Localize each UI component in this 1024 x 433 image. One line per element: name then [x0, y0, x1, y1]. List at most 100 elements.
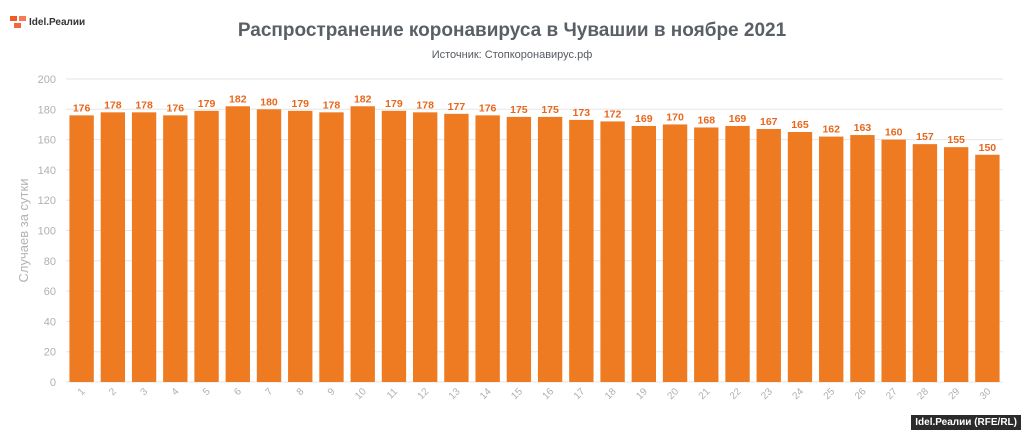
x-tick-label: 14 [478, 386, 494, 402]
bar [662, 124, 688, 382]
bar [225, 106, 250, 383]
data-label: 179 [385, 98, 403, 110]
bar [100, 112, 126, 382]
y-tick-label: 120 [38, 195, 56, 207]
data-label: 178 [416, 99, 434, 111]
bar [381, 110, 407, 382]
data-label: 178 [104, 99, 122, 111]
data-label: 175 [510, 104, 528, 116]
bar [506, 116, 532, 382]
data-label: 176 [73, 102, 91, 114]
bar [912, 144, 938, 382]
data-label: 178 [135, 99, 153, 111]
bar [475, 115, 500, 383]
data-label: 179 [198, 98, 216, 110]
logo-text: Idel.Реалии [29, 16, 86, 28]
data-label: 169 [729, 113, 747, 125]
x-tick-label: 12 [416, 386, 432, 402]
bar [819, 136, 844, 382]
data-label: 162 [822, 124, 840, 136]
x-tick-label: 23 [759, 386, 775, 402]
y-axis-label: Случаев за сутки [16, 179, 31, 283]
bar [413, 112, 438, 382]
x-tick-label: 11 [385, 386, 400, 401]
x-tick-label: 15 [509, 386, 525, 402]
y-tick-label: 140 [38, 165, 56, 177]
data-label: 178 [323, 99, 341, 111]
data-label: 172 [604, 108, 622, 120]
data-label: 175 [541, 104, 559, 116]
x-tick-label: 9 [326, 386, 338, 398]
bar [975, 154, 1000, 382]
x-tick-label: 10 [353, 386, 369, 402]
bar [256, 109, 282, 383]
bar [725, 125, 750, 382]
bar [163, 115, 188, 383]
x-tick-label: 19 [634, 386, 650, 402]
x-tick-label: 22 [728, 386, 744, 402]
x-tick-label: 7 [263, 386, 275, 398]
data-label: 163 [854, 122, 872, 134]
y-tick-label: 200 [38, 74, 56, 86]
x-tick-label: 20 [666, 386, 682, 402]
x-tick-label: 13 [447, 386, 463, 402]
data-label: 165 [791, 119, 809, 131]
data-label: 176 [479, 102, 497, 114]
y-tick-label: 180 [38, 104, 56, 116]
data-label: 182 [229, 93, 247, 105]
bar [756, 128, 781, 382]
bar [787, 132, 813, 382]
x-tick-label: 1 [76, 386, 88, 398]
bar [631, 125, 656, 382]
x-tick-label: 29 [947, 386, 963, 402]
bar [537, 116, 563, 382]
data-label: 179 [291, 98, 309, 110]
chart-subtitle: Источник: Стопкоронавирус.рф [431, 49, 593, 61]
y-tick-label: 60 [44, 286, 56, 298]
x-tick-label: 18 [603, 386, 619, 402]
data-label: 173 [573, 107, 591, 119]
data-label: 177 [448, 101, 466, 113]
brand-logo: Idel.Реалии [10, 14, 85, 30]
y-tick-label: 100 [38, 226, 56, 238]
y-tick-label: 160 [38, 135, 56, 147]
y-tick-label: 40 [44, 316, 56, 328]
y-tick-label: 0 [50, 377, 56, 389]
bar [288, 110, 313, 382]
data-label: 155 [947, 134, 965, 146]
bar [194, 110, 219, 382]
data-label: 160 [885, 127, 903, 139]
data-label: 176 [167, 102, 185, 114]
rfe-flame-icon [10, 16, 26, 28]
x-tick-label: 4 [170, 386, 182, 398]
bar [350, 106, 375, 383]
x-tick-label: 17 [572, 386, 588, 402]
bar [569, 119, 594, 382]
x-tick-label: 25 [822, 386, 838, 402]
bar [881, 139, 906, 382]
data-label: 157 [916, 131, 934, 143]
data-label: 169 [635, 113, 653, 125]
chart-title: Распространение коронавируса в Чувашии в… [237, 20, 787, 41]
bar [444, 113, 469, 382]
data-label: 150 [979, 142, 997, 154]
bar [69, 115, 94, 383]
bar [850, 135, 875, 382]
x-tick-label: 2 [107, 386, 119, 398]
data-label: 167 [760, 116, 778, 128]
bar [131, 112, 157, 382]
x-tick-label: 24 [790, 386, 806, 402]
data-label: 170 [666, 111, 684, 123]
x-tick-label: 30 [978, 386, 994, 402]
x-tick-label: 21 [697, 386, 713, 402]
bar [600, 121, 625, 383]
y-tick-label: 20 [44, 347, 56, 359]
bar [319, 112, 344, 382]
x-tick-label: 26 [853, 386, 869, 402]
x-tick-label: 27 [884, 386, 900, 402]
x-tick-label: 6 [232, 386, 244, 398]
x-tick-label: 16 [541, 386, 557, 402]
data-label: 182 [354, 93, 372, 105]
x-tick-label: 8 [295, 386, 307, 398]
